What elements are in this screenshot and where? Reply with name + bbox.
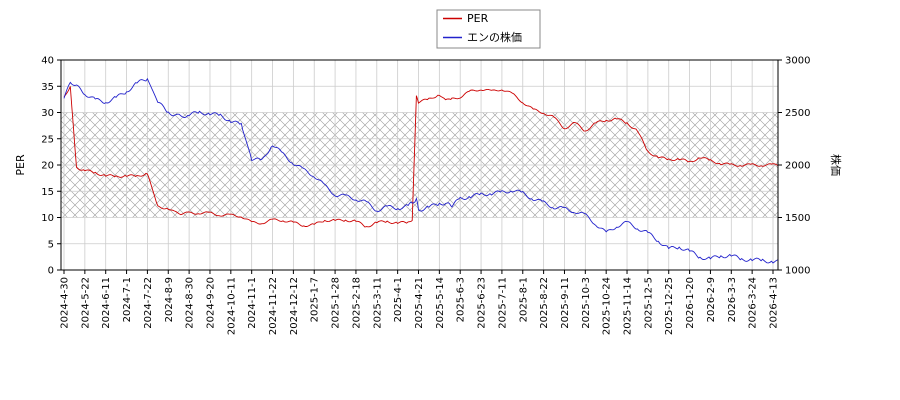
left-tick-label: 0 (48, 266, 54, 277)
left-tick-label: 10 (41, 213, 54, 224)
legend: PER エンの株価 (436, 9, 541, 49)
x-tick-label: 2024-8-30 (185, 277, 196, 329)
x-tick-label: 2024-11-22 (268, 277, 279, 335)
x-tick-label: 2025-5-14 (435, 277, 446, 329)
x-tick-label: 2024-7-1 (122, 277, 133, 322)
right-tick-label: 3000 (785, 56, 810, 67)
x-tick-label: 2024-9-20 (205, 277, 216, 329)
x-tick-label: 2026-3-3 (727, 277, 738, 322)
x-tick-label: 2025-8-1 (518, 277, 529, 322)
x-tick-label: 2025-12-5 (643, 277, 654, 329)
x-tick-label: 2025-10-24 (602, 277, 613, 335)
legend-entry-per: PER (467, 12, 489, 25)
x-tick-label: 2025-9-11 (560, 277, 571, 329)
x-tick-label: 2025-11-14 (623, 277, 634, 335)
left-tick-label: 15 (41, 187, 54, 198)
x-tick-label: 2024-4-30 (60, 277, 71, 329)
right-tick-label: 2500 (785, 108, 810, 119)
legend-entry-price: エンの株価 (467, 30, 522, 44)
series-line-per (63, 86, 778, 228)
series-lines (63, 77, 778, 264)
x-axis: 2024-4-30 2024-5-22 2024-6-11 2024-7-1 2024-… (60, 270, 780, 335)
x-tick-label: 2024-5-22 (80, 277, 91, 329)
x-tick-label: 2024-11-1 (247, 277, 258, 329)
x-tick-label: 2024-8-9 (164, 277, 175, 322)
right-tick-label: 2000 (785, 161, 810, 172)
x-tick-label: 2025-6-3 (456, 277, 467, 322)
x-tick-label: 2025-2-18 (351, 277, 362, 329)
x-tick-label: 2026-1-20 (685, 277, 696, 329)
x-tick-label: 2026-3-24 (748, 277, 759, 329)
x-tick-label: 2025-10-3 (581, 277, 592, 329)
x-tick-label: 2025-4-21 (414, 277, 425, 329)
x-tick-label: 2025-3-11 (372, 277, 383, 329)
legend-box (436, 9, 541, 49)
right-axis: 1000 1500 2000 2500 3000 (778, 56, 810, 277)
x-tick-label: 2024-12-12 (289, 277, 300, 335)
x-tick-label: 2024-10-11 (226, 277, 237, 335)
series-line-price (63, 77, 778, 264)
left-tick-label: 40 (41, 56, 54, 67)
x-tick-label: 2025-8-22 (539, 277, 550, 329)
right-tick-label: 1000 (785, 266, 810, 277)
x-tick-label: 2024-7-22 (143, 277, 154, 329)
left-tick-label: 5 (48, 239, 54, 250)
left-tick-label: 20 (41, 161, 54, 172)
grid-lines (61, 59, 778, 271)
x-tick-label: 2025-4-1 (393, 277, 404, 322)
x-tick-label: 2024-6-11 (101, 277, 112, 329)
x-tick-label: 2025-7-11 (497, 277, 508, 329)
x-tick-label: 2025-12-25 (664, 277, 675, 335)
x-tick-label: 2026-4-13 (769, 277, 780, 329)
x-tick-label: 2026-2-9 (706, 277, 717, 322)
x-tick-label: 2025-6-23 (477, 277, 488, 329)
left-axis-title: PER (14, 154, 27, 176)
x-tick-label: 2025-1-7 (310, 277, 321, 322)
left-tick-label: 25 (41, 134, 54, 145)
left-tick-label: 35 (41, 82, 54, 93)
left-tick-label: 30 (41, 108, 54, 119)
x-tick-label: 2025-1-28 (331, 277, 342, 329)
left-axis: 0 5 10 15 20 25 30 35 40 (41, 56, 61, 277)
right-tick-label: 1500 (785, 213, 810, 224)
right-axis-title: 株価 (829, 154, 843, 176)
